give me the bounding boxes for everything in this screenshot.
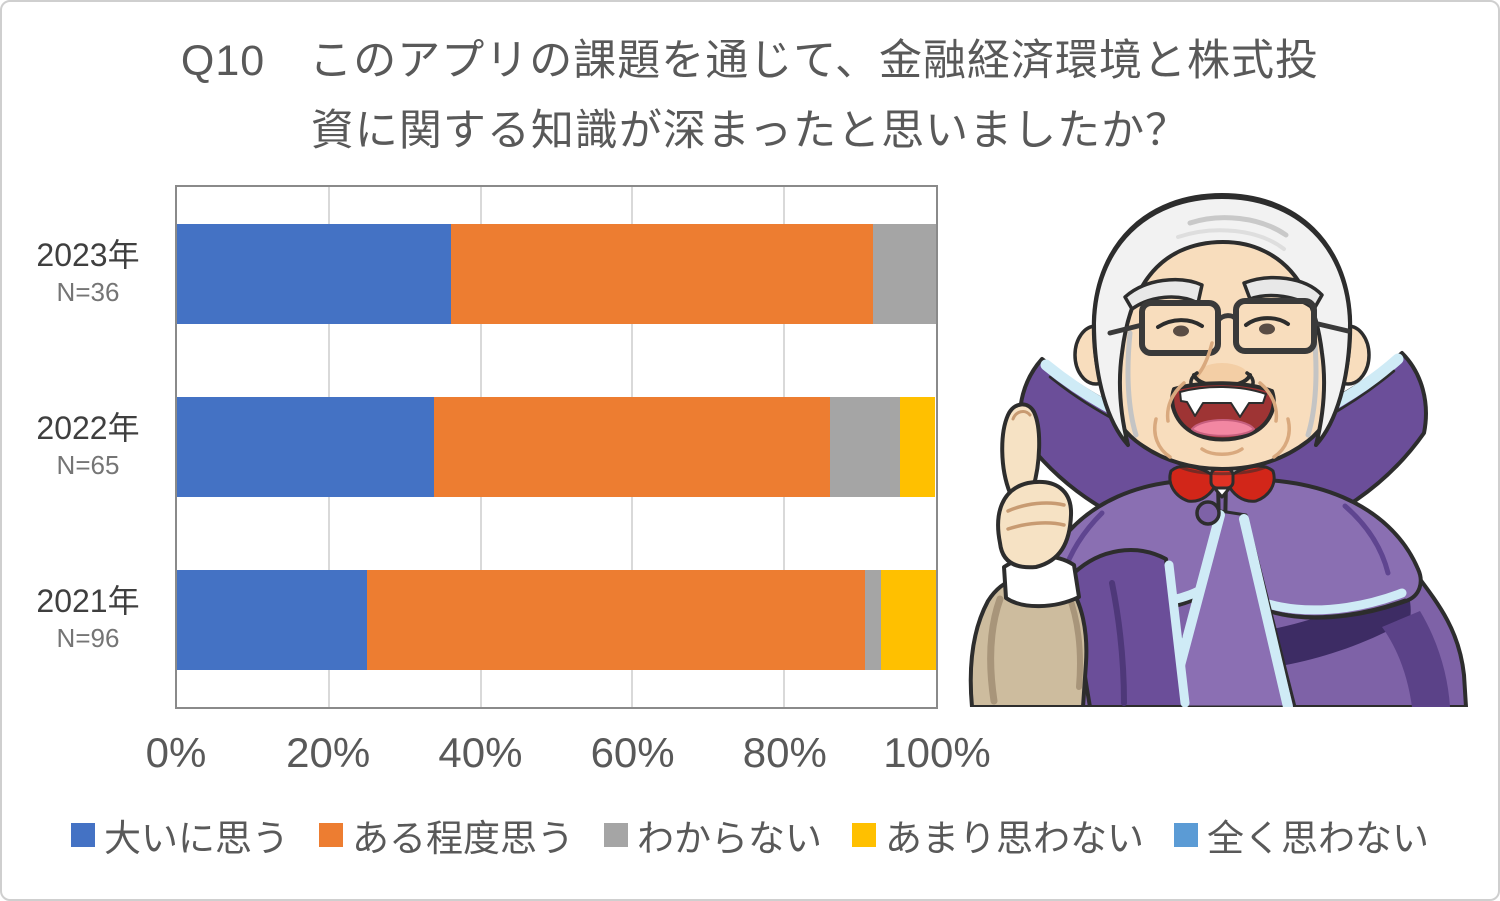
bar-segment-2022年-わからない [830, 397, 901, 497]
legend-item-ある程度思う: ある程度思う [319, 808, 574, 862]
bar-segment-2023年-大いに思う [177, 223, 451, 324]
legend-label: 大いに思う [104, 818, 289, 859]
bar-segment-2022年-あまり思わない [900, 397, 936, 497]
category-year: 2023年 [36, 236, 140, 273]
legend-label: ある程度思う [352, 818, 574, 859]
category-sample-size: N=65 [56, 450, 120, 480]
bar-row-2023年 [177, 223, 936, 324]
bar-segment-2021年-あまり思わない [880, 570, 936, 671]
bar-segment-2022年-ある程度思う [433, 397, 831, 497]
chart-title-line2: 資に関する知識が深まったと思いましたか？ [310, 107, 1190, 155]
category-year: 2022年 [36, 410, 140, 446]
mascot-glasses-icon [1107, 298, 1351, 356]
category-sample-size: N=96 [56, 623, 120, 654]
legend-label: わからない [637, 818, 822, 859]
legend-item-あまり思わない: あまり思わない [852, 808, 1144, 862]
bar-segment-2023年-わからない [872, 223, 936, 324]
x-tick-60%: 60% [590, 729, 675, 776]
legend-swatch-icon [71, 823, 95, 847]
legend-item-わからない: わからない [604, 808, 822, 862]
bar-row-2022年 [177, 397, 936, 497]
mascot-eyes [1156, 316, 1290, 337]
bar-row-2021年 [177, 570, 936, 671]
legend-item-大いに思う: 大いに思う [71, 808, 289, 862]
category-label-2022年: 2022年 N=65 [10, 408, 166, 482]
x-tick-20%: 20% [286, 729, 371, 776]
bar-segment-2021年-ある程度思う [366, 570, 865, 671]
chart-title: Q10 このアプリの課題を通じて、金融経済環境と株式投 資に関する知識が深まった… [2, 26, 1498, 166]
plot-area [175, 185, 938, 709]
legend-swatch-icon [319, 823, 343, 847]
legend-swatch-icon [852, 823, 876, 847]
legend-swatch-icon [604, 823, 628, 847]
mascot-face-creases [1153, 381, 1291, 459]
legend-swatch-icon [1174, 823, 1198, 847]
category-label-2021年: 2021年 N=96 [10, 581, 166, 655]
percent-axis: 0% 20% 40% 60% 80% 100% [146, 729, 991, 779]
mascot-hair [1092, 195, 1352, 447]
mascot-cape-drape [1072, 548, 1190, 707]
chart-title-line1: Q10 このアプリの課題を通じて、金融経済環境と株式投 [180, 37, 1320, 85]
bar-segment-2022年-大いに思う [177, 397, 434, 497]
bar-segment-2023年-ある程度思う [450, 223, 873, 324]
category-label-2023年: 2023年 N=36 [10, 235, 166, 309]
x-tick-40%: 40% [438, 729, 523, 776]
bar-segment-2021年-大いに思う [177, 570, 367, 671]
category-axis: 2023年 N=36 2022年 N=65 2021年 N=96 [10, 185, 166, 709]
x-tick-80%: 80% [742, 729, 827, 776]
category-year: 2021年 [36, 583, 140, 620]
category-sample-size: N=36 [56, 276, 120, 307]
x-tick-100%: 100% [883, 729, 991, 776]
cape-button [1195, 500, 1221, 526]
legend-label: 全く思わない [1207, 818, 1429, 859]
bar-segment-2021年-わからない [864, 570, 881, 671]
mascot-character [968, 193, 1468, 707]
legend-item-全く思わない: 全く思わない [1174, 808, 1429, 862]
mascot-thumbs-up-hand [968, 402, 1089, 707]
legend-label: あまり思わない [885, 818, 1144, 859]
mascot-mouth [1170, 381, 1276, 442]
legend: 大いに思う ある程度思う わからない あまり思わない 全く思わない [2, 808, 1498, 862]
x-tick-0%: 0% [145, 729, 207, 776]
